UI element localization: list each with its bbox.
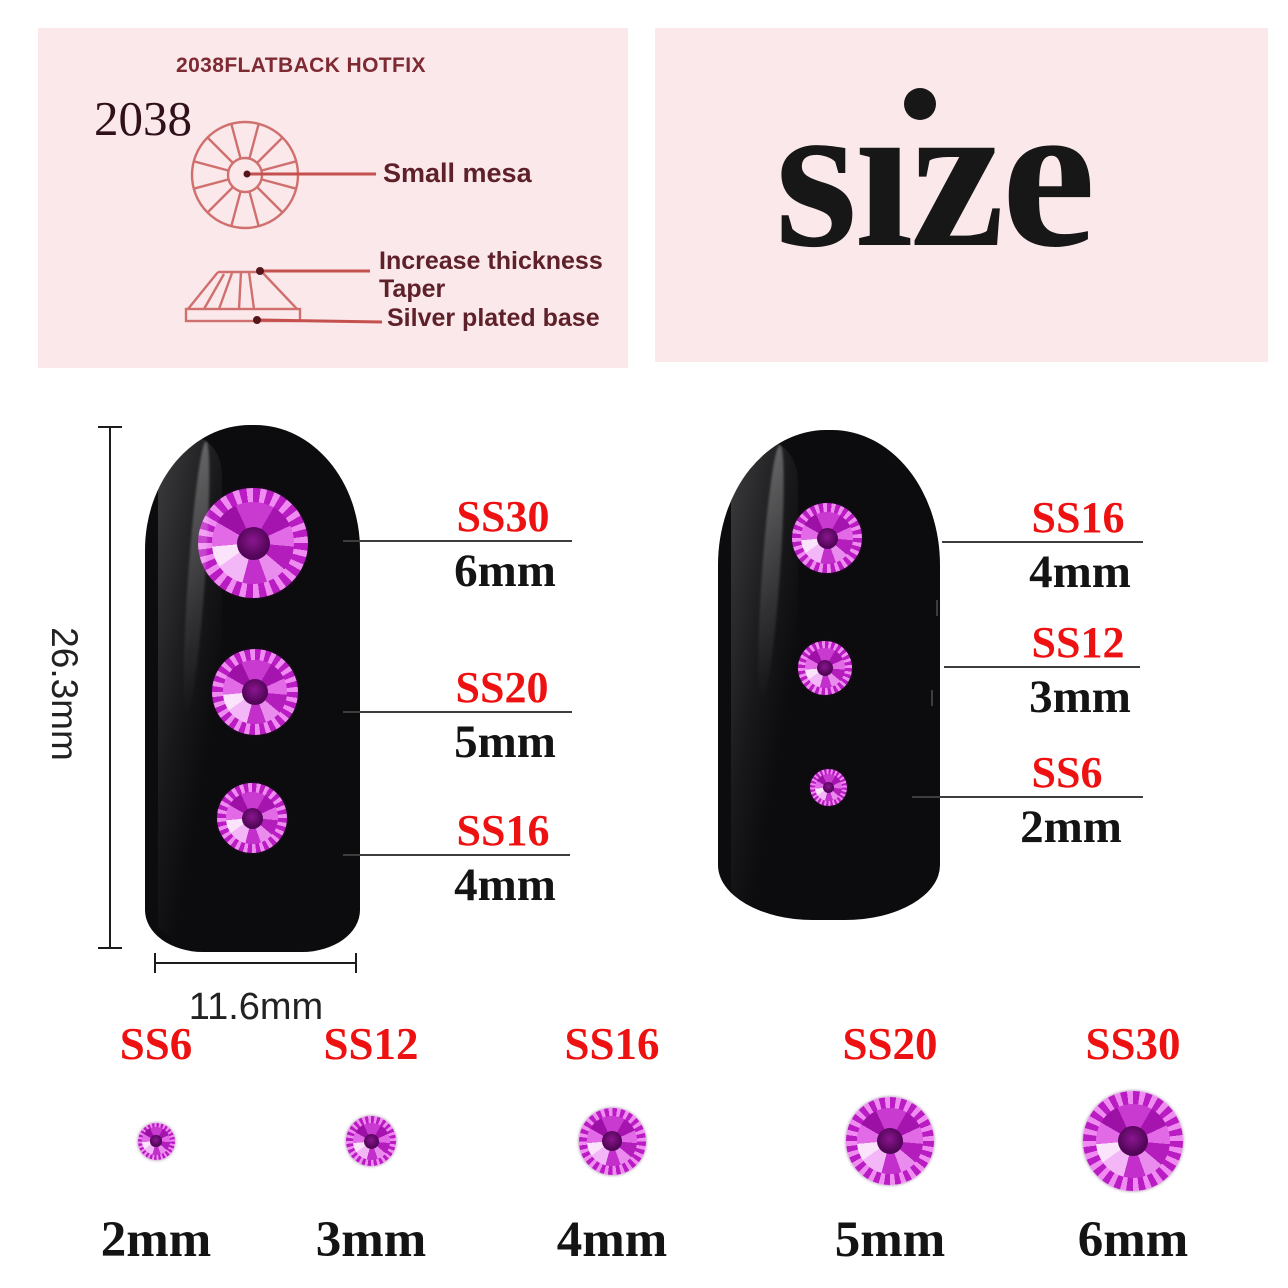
size-mm-label: 2mm <box>1020 801 1122 853</box>
size-mm-label: 6mm <box>1077 1212 1189 1268</box>
rhinestone-ss6 <box>810 769 847 806</box>
size-code-label: SS12 <box>323 1019 419 1069</box>
size-mm-label: 2mm <box>100 1212 212 1268</box>
leader-line <box>343 854 570 856</box>
rhinestone-ss16 <box>217 783 287 853</box>
dimension-cap-top <box>98 426 122 428</box>
callout-silver-plated-base: Silver plated base <box>387 304 600 332</box>
size-chart-item: SS30 6mm <box>1023 1022 1243 1266</box>
size-mm-label: 4mm <box>556 1212 668 1268</box>
height-dimension-line <box>109 427 111 949</box>
size-code-label: SS30 <box>456 492 550 541</box>
rhinestone-ss6 <box>137 1122 175 1160</box>
callout-small-mesa: Small mesa <box>383 158 532 188</box>
leader-line <box>343 711 572 713</box>
rhinestone-ss30 <box>1083 1091 1183 1191</box>
size-mm-label: 6mm <box>454 545 556 597</box>
dimension-cap-left <box>154 953 156 973</box>
rhinestone-ss12 <box>346 1116 396 1166</box>
nail-height-label: 26.3mm <box>44 627 85 761</box>
rhinestone-ss12 <box>798 641 852 695</box>
size-code-label: SS12 <box>1031 618 1125 667</box>
edge-tick <box>931 690 933 706</box>
callout-taper: Taper <box>379 275 446 303</box>
size-code-label: SS20 <box>455 663 549 712</box>
size-title-panel: sıze <box>655 28 1268 362</box>
size-code-label: SS16 <box>1031 493 1125 542</box>
leader-line <box>944 666 1140 668</box>
size-mm-label: 3mm <box>315 1212 427 1268</box>
size-mm-label: 3mm <box>1029 671 1131 723</box>
model-number: 2038 <box>94 91 192 146</box>
size-code-label: SS16 <box>564 1019 660 1069</box>
size-code-label: SS30 <box>1085 1019 1181 1069</box>
rhinestone-ss16 <box>792 503 862 573</box>
panel-title: 2038FLATBACK HOTFIX <box>176 54 426 77</box>
left-nail <box>145 425 360 952</box>
size-chart-item: SS16 4mm <box>502 1022 722 1266</box>
size-chart-item: SS12 3mm <box>261 1022 481 1266</box>
size-word: sıze <box>775 56 1096 291</box>
callout-increase-thickness: Increase thickness <box>379 247 603 275</box>
rhinestone-ss16 <box>578 1107 646 1175</box>
size-code-label: SS6 <box>1031 748 1103 797</box>
nail-width-label: 11.6mm <box>188 986 324 1028</box>
rhinestone-construction-diagram <box>184 120 383 324</box>
construction-panel: 2038FLATBACK HOTFIX 2038 Small mesa Incr… <box>38 28 628 368</box>
size-mm-label: 5mm <box>454 716 556 768</box>
size-code-label: SS20 <box>842 1019 938 1069</box>
leader-line <box>942 541 1143 543</box>
rhinestone-ss30 <box>198 488 308 598</box>
i-dot <box>904 88 936 120</box>
dimension-cap-right <box>355 953 357 973</box>
edge-tick <box>936 600 938 616</box>
leader-line <box>343 540 572 542</box>
rhinestone-ss20 <box>212 649 298 735</box>
size-mm-label: 4mm <box>1029 546 1131 598</box>
size-mm-label: 4mm <box>454 859 556 911</box>
right-nail <box>718 430 940 920</box>
size-code-label: SS16 <box>456 806 550 855</box>
size-chart-item: SS6 2mm <box>46 1022 266 1266</box>
size-mm-label: 5mm <box>834 1212 946 1268</box>
size-chart-item: SS20 5mm <box>780 1022 1000 1266</box>
size-code-label: SS6 <box>119 1019 193 1069</box>
rhinestone-ss20 <box>846 1097 934 1185</box>
dimension-cap-bottom <box>98 947 122 949</box>
leader-line <box>912 796 1143 798</box>
width-dimension-line <box>155 962 357 964</box>
